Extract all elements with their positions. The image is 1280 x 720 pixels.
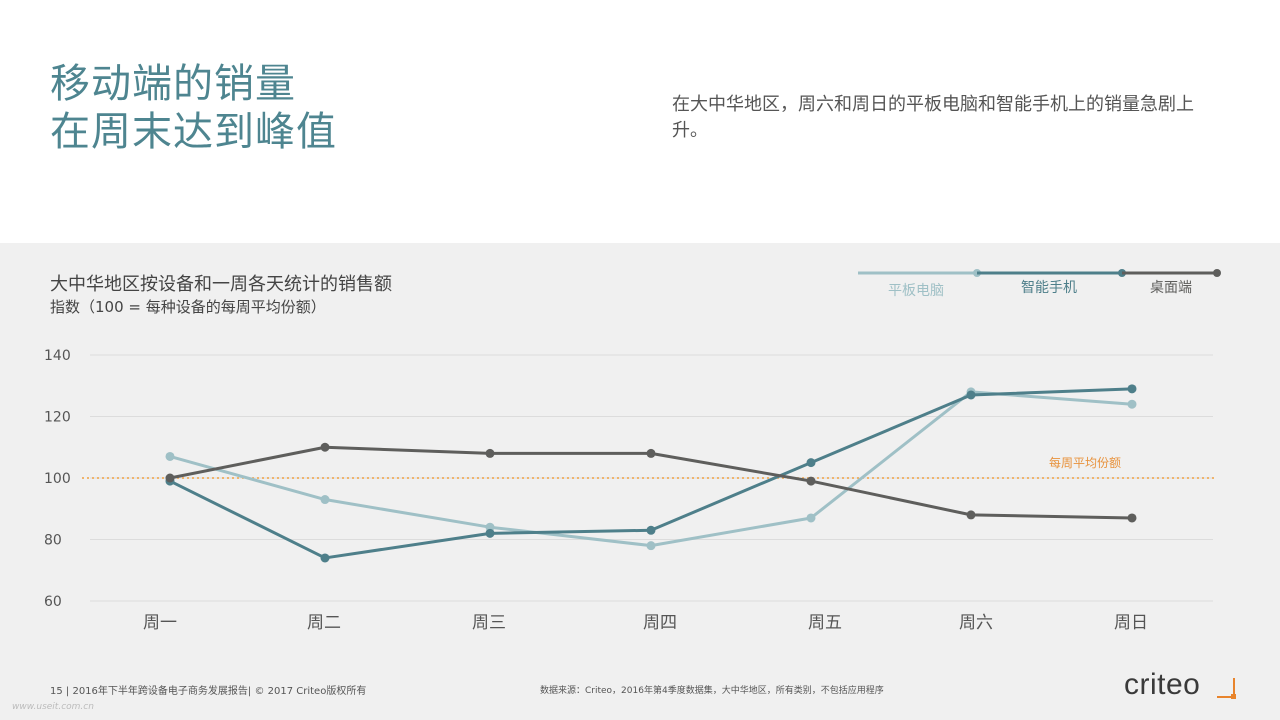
reference-line-label: 每周平均份额 bbox=[1049, 455, 1121, 470]
logo-accent-mark bbox=[1217, 678, 1235, 698]
legend-label: 智能手机 bbox=[1021, 280, 1077, 296]
criteo-logo: criteo bbox=[1124, 668, 1201, 701]
data-point bbox=[1127, 513, 1137, 523]
data-point bbox=[646, 525, 656, 535]
headline: 移动端的销量 在周末达到峰值 bbox=[50, 60, 337, 156]
y-tick-label: 140 bbox=[44, 348, 71, 364]
footer-page-info: 15 | 2016年下半年跨设备电子商务发展报告| © 2017 Criteo版… bbox=[50, 686, 367, 697]
y-tick-label: 120 bbox=[44, 410, 71, 426]
x-tick-label: 周日 bbox=[1114, 613, 1148, 633]
x-tick-label: 周二 bbox=[307, 613, 341, 633]
x-tick-label: 周五 bbox=[808, 613, 842, 633]
data-point bbox=[485, 448, 495, 458]
legend-marker-2 bbox=[1213, 269, 1221, 277]
x-tick-label: 周一 bbox=[143, 613, 177, 633]
data-point bbox=[806, 513, 816, 523]
data-point bbox=[646, 448, 656, 458]
data-point bbox=[1127, 399, 1137, 409]
data-point bbox=[966, 390, 976, 400]
chart-panel bbox=[0, 243, 1280, 720]
data-point bbox=[320, 553, 330, 563]
series-line-0 bbox=[168, 390, 1134, 548]
chart-title: 大中华地区按设备和一周各天统计的销售额 bbox=[50, 274, 392, 295]
data-point bbox=[1127, 384, 1137, 394]
data-point bbox=[806, 476, 816, 486]
data-point bbox=[485, 528, 495, 538]
data-point bbox=[646, 541, 656, 551]
data-point bbox=[165, 451, 175, 461]
data-point bbox=[966, 510, 976, 520]
data-point bbox=[320, 442, 330, 452]
legend-label: 桌面端 bbox=[1150, 280, 1192, 296]
x-tick-label: 周四 bbox=[643, 613, 677, 633]
x-tick-label: 周六 bbox=[959, 613, 993, 633]
y-tick-label: 60 bbox=[44, 594, 62, 610]
x-tick-label: 周三 bbox=[472, 613, 506, 633]
data-point bbox=[806, 458, 816, 468]
footer-source: 数据来源：Criteo，2016年第4季度数据集，大中华地区，所有类别，不包括应… bbox=[540, 686, 884, 696]
data-point bbox=[320, 495, 330, 505]
data-point bbox=[165, 473, 175, 483]
chart-subtitle: 指数（100 = 每种设备的每周平均份额） bbox=[50, 298, 326, 316]
headline-line-1: 移动端的销量 bbox=[50, 61, 296, 107]
logo-accent-dot bbox=[1231, 694, 1236, 699]
description: 在大中华地区，周六和周日的平板电脑和智能手机上的销量急剧上升。 bbox=[672, 94, 1194, 141]
data-point bbox=[485, 522, 495, 532]
y-tick-label: 100 bbox=[44, 471, 71, 487]
watermark: www.useit.com.cn bbox=[12, 702, 94, 712]
legend-label: 平板电脑 bbox=[888, 283, 944, 299]
y-tick-label: 80 bbox=[44, 533, 62, 549]
headline-line-2: 在周末达到峰值 bbox=[50, 109, 337, 155]
